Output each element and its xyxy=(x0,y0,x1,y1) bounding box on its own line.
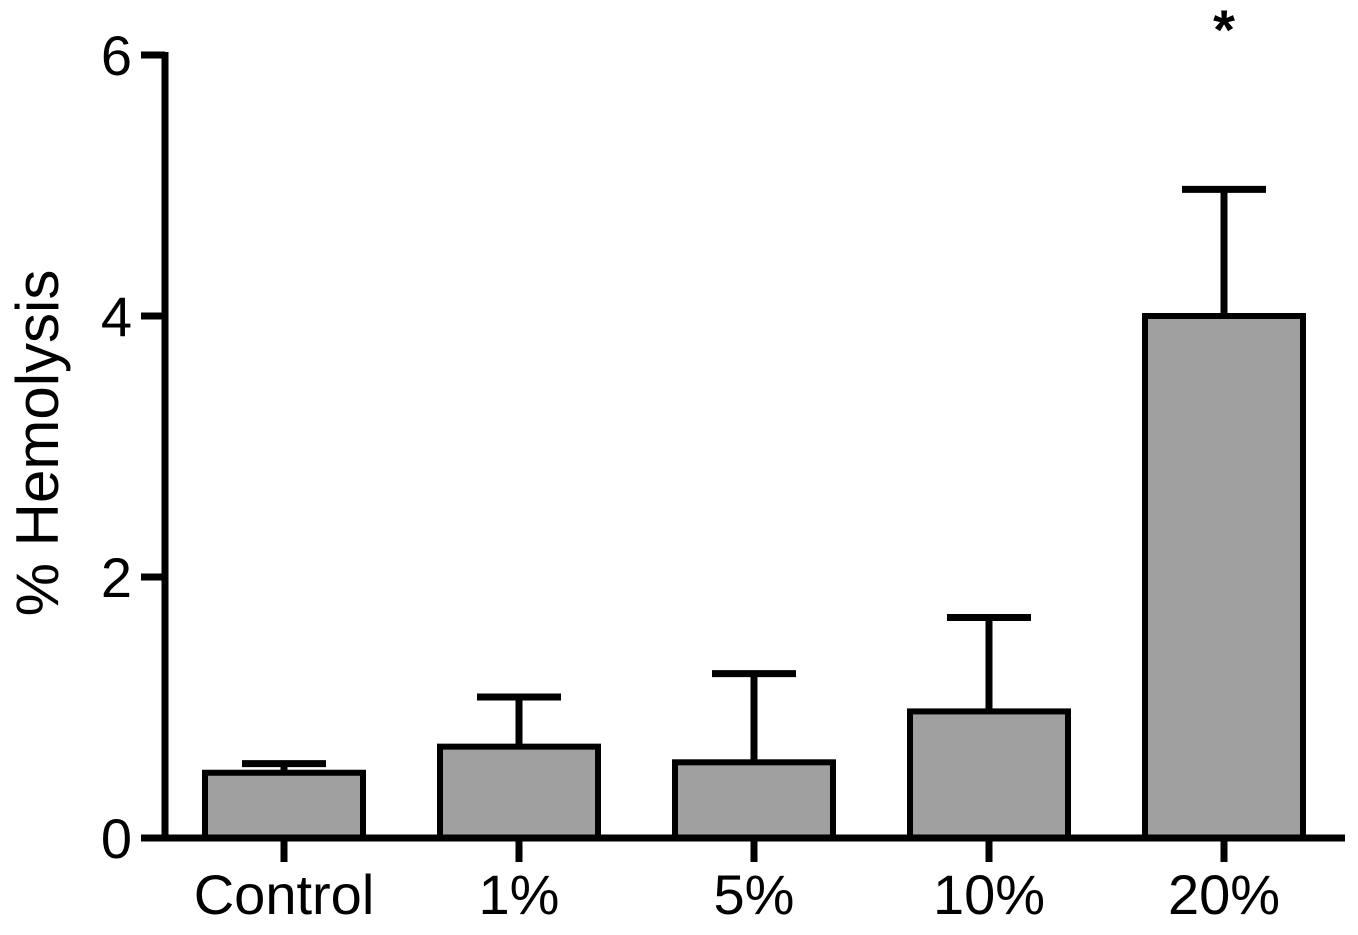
ytick-label-6: 6 xyxy=(101,24,132,87)
xtick-label-control: Control xyxy=(194,863,375,926)
bar-20 xyxy=(1142,313,1306,841)
ytick-label-0: 0 xyxy=(101,807,132,870)
bar-1 xyxy=(437,743,601,842)
xtick-label-10pct: 10% xyxy=(933,863,1045,926)
bar-control xyxy=(202,769,366,841)
xtick-label-5pct: 5% xyxy=(714,863,795,926)
xtick-label-20pct: 20% xyxy=(1168,863,1280,926)
significance-asterisk: * xyxy=(1213,0,1235,61)
chart-geometry xyxy=(141,51,1345,862)
xtick-label-1pct: 1% xyxy=(479,863,560,926)
bar-10 xyxy=(907,708,1071,841)
y-axis-label: % Hemolysis xyxy=(4,270,71,617)
bar-5 xyxy=(672,759,836,841)
ytick-label-4: 4 xyxy=(101,285,132,348)
ytick-label-2: 2 xyxy=(101,546,132,609)
